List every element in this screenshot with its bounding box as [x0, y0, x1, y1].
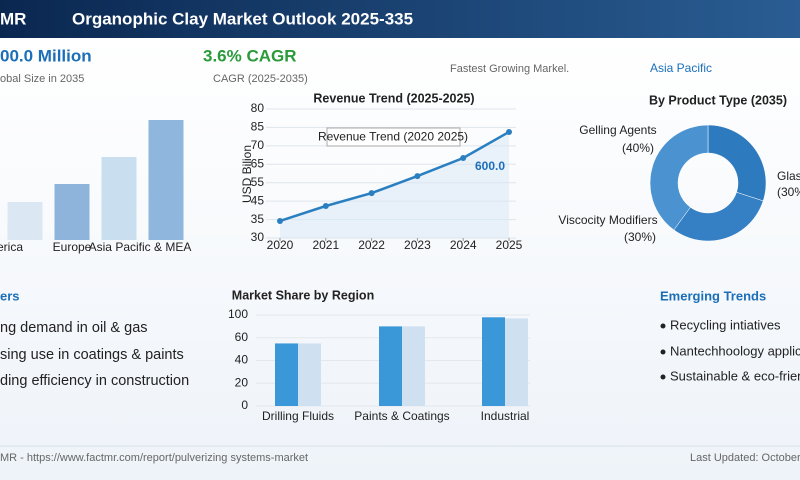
driver-item: ding efficiency in construction	[0, 373, 189, 389]
footer-source: MR - https://www.factmr.com/report/pulve…	[0, 452, 308, 464]
y-tick-label: 40	[235, 353, 249, 367]
x-tick-label: 2020	[267, 238, 294, 252]
trend-item: Recycling intiatives	[670, 317, 781, 332]
annotation: 600.0	[475, 159, 505, 173]
slice-label: Glass	[777, 169, 800, 183]
header-bar	[0, 0, 800, 38]
stat-value: 3.6% CAGR	[203, 46, 297, 65]
bar	[402, 326, 425, 406]
stat-value: Asia Pacific	[650, 61, 712, 75]
bullet	[660, 323, 666, 329]
point	[460, 155, 467, 162]
point	[368, 190, 375, 197]
section-title: Emerging Trends	[660, 288, 766, 303]
logo: MR	[0, 9, 26, 28]
bar	[298, 343, 321, 406]
slice-label: Gelling Agents	[579, 123, 656, 137]
section-title: ers	[0, 288, 20, 303]
pie-slice	[673, 191, 764, 242]
bullet	[660, 374, 666, 380]
pie-slice	[707, 124, 767, 202]
x-tick-label: Drilling Fluids	[262, 409, 334, 423]
chart-title: Revenue Trend (2025-2025)	[313, 91, 474, 105]
point	[277, 217, 283, 224]
x-tick-label: Europe	[53, 240, 92, 254]
bar	[379, 326, 402, 406]
y-tick-label: 30	[251, 230, 265, 244]
x-tick-label: 2023	[404, 238, 431, 252]
slice-label: Viscocity Modifiers	[558, 213, 657, 227]
bar	[54, 184, 90, 240]
pie-slice	[649, 124, 709, 231]
y-tick-label: 35	[251, 212, 265, 226]
y-tick-label: 60	[235, 330, 249, 344]
driver-item: ng demand in oil & gas	[0, 320, 148, 336]
y-tick-label: 70	[251, 138, 265, 152]
y-tick-label: 100	[228, 307, 248, 321]
driver-item: sing use in coatings & paints	[0, 347, 184, 363]
stat-label: obal Size in 2035	[0, 73, 84, 85]
stat-value: 00.0 Million	[0, 46, 92, 65]
y-tick-label: 65	[251, 156, 265, 170]
bullet	[660, 349, 666, 355]
trend-item: Sustainable & eco-friendly	[670, 368, 800, 383]
x-tick-label: 2024	[450, 238, 477, 252]
y-tick-label: 55	[251, 175, 265, 189]
chart-title: Market Share by Region	[232, 288, 374, 302]
bar	[148, 120, 184, 240]
x-tick-label: 2022	[358, 238, 385, 252]
x-tick-label: 2025	[496, 238, 523, 252]
slice-value: (30%)	[777, 185, 800, 199]
point	[322, 203, 329, 210]
stat-label: CAGR (2025-2035)	[213, 73, 308, 85]
y-tick-label: 85	[251, 120, 265, 134]
bar	[101, 157, 137, 240]
x-tick-label: erica	[0, 240, 23, 254]
bar	[482, 317, 505, 406]
bar	[275, 343, 298, 406]
x-tick-label: Paints & Coatings	[354, 409, 449, 423]
point	[414, 173, 421, 180]
point	[506, 128, 512, 135]
x-tick-label: Industrial	[481, 409, 530, 423]
x-tick-label: Asia Pacific & MEA	[89, 240, 192, 254]
chart-title: By Product Type (2035)	[649, 93, 787, 107]
annotation-box	[326, 127, 461, 147]
y-tick-label: 20	[235, 375, 249, 389]
x-tick-label: 2021	[312, 238, 339, 252]
slice-value: (30%)	[624, 230, 656, 244]
y-tick-label: 80	[251, 101, 265, 115]
annotation: Revenue Trend (2020 2025)	[318, 130, 468, 144]
bar	[505, 318, 528, 406]
trend-item: Nantechhoology applic	[670, 343, 800, 358]
footer-updated: Last Updated: October 2	[690, 452, 800, 464]
y-tick-label: 45	[251, 193, 265, 207]
line	[279, 130, 510, 223]
bar	[7, 202, 43, 240]
y-tick-label: 0	[241, 398, 248, 412]
y-axis-label: USD Bilion	[240, 145, 254, 203]
header-title: Organophic Clay Market Outlook 2025-335	[72, 9, 413, 28]
slice-value: (40%)	[622, 141, 654, 155]
stat-label: Fastest Growing Markel.	[450, 63, 569, 75]
